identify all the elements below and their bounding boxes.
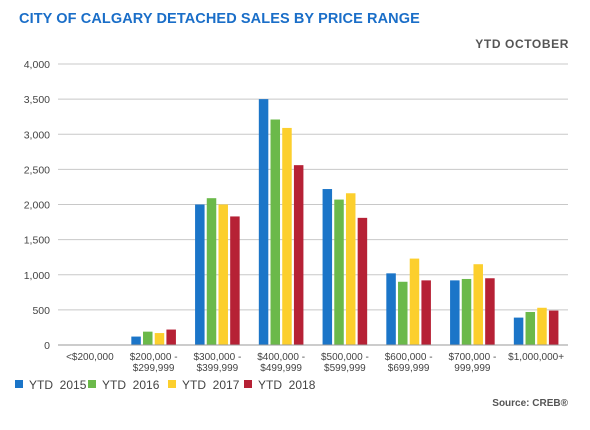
legend-swatch [168,380,176,388]
y-tick-label: 1,000 [24,270,50,282]
bar-ytd-2017-2 [218,204,228,345]
bar-ytd-2018-6 [485,278,495,345]
bar-ytd-2015-3 [258,99,269,346]
chart-title: CITY OF CALGARY DETACHED SALES BY PRICE … [19,11,420,27]
x-tick-label: $200,000 - [130,352,178,363]
bar-ytd-2015-5 [386,273,396,345]
x-tick-label: $299,999 [133,363,175,374]
bar-ytd-2018-7 [548,310,559,345]
chart-subtitle: YTD OCTOBER [475,37,569,51]
y-tick-label: 0 [44,340,50,352]
bar-ytd-2016-1 [143,331,153,345]
y-tick-label: 500 [32,305,50,317]
bar-ytd-2017-1 [154,333,165,345]
x-tick-label: $499,999 [260,363,302,374]
x-tick-label: $600,000 - [385,352,433,363]
legend-label: YTD 2017 [182,378,240,392]
bar-ytd-2018-1 [166,329,176,345]
bar-ytd-2018-5 [421,280,431,345]
x-tick-label: <$200,000 [66,352,114,363]
x-tick-label: $500,000 - [321,352,369,363]
bars [131,99,559,346]
x-tick-label: 999,999 [454,363,491,374]
x-tick-label: $599,999 [324,363,366,374]
x-tick-label: $399,999 [197,363,239,374]
legend-swatch [88,380,96,388]
axes: 0 500 1,000 1,500 2,000 2,500 3,000 3,500 4,000 <… [24,59,568,374]
bar-ytd-2015-2 [195,204,205,345]
bar-ytd-2016-5 [398,281,408,345]
legend-label: YTD 2016 [102,378,160,392]
x-tick-label: $699,999 [388,363,430,374]
legend-label: YTD 2018 [258,378,316,392]
legend-swatch [15,380,23,388]
bar-ytd-2017-4 [345,193,356,345]
bar-ytd-2016-2 [206,198,217,345]
bar-ytd-2015-6 [450,280,460,345]
bar-ytd-2018-3 [293,165,304,345]
y-tick-label: 1,500 [24,235,50,247]
bar-ytd-2018-4 [357,217,368,345]
y-tick-label: 3,000 [24,129,50,141]
bar-ytd-2017-3 [282,127,292,346]
y-tick-label: 2,000 [24,200,50,212]
legend-swatch [244,380,252,388]
bar-ytd-2017-5 [409,258,420,345]
x-tick-label: $700,000 - [448,352,496,363]
source-note: Source: CREB® [492,398,568,409]
y-tick-label: 3,500 [24,94,50,106]
gridlines [58,63,568,311]
y-tick-label: 4,000 [24,59,50,71]
legend: YTD 2015 YTD 2016 YTD 2017 YTD 2018 [15,378,316,392]
bar-ytd-2015-1 [131,336,141,345]
bar-ytd-2018-2 [230,216,240,345]
bar-ytd-2016-6 [461,278,472,345]
bar-ytd-2016-7 [525,311,536,345]
x-tick-label: $1,000,000+ [508,352,564,363]
x-tick-label: $400,000 - [257,352,305,363]
bar-ytd-2017-6 [473,264,483,345]
legend-label: YTD 2015 [29,378,87,392]
y-tick-label: 2,500 [24,164,50,176]
bar-ytd-2016-3 [270,119,281,345]
bar-ytd-2015-4 [322,189,333,345]
bar-ytd-2015-7 [513,317,524,345]
bar-ytd-2016-4 [334,199,344,345]
bar-ytd-2017-7 [537,307,547,345]
x-tick-label: $300,000 - [193,352,241,363]
